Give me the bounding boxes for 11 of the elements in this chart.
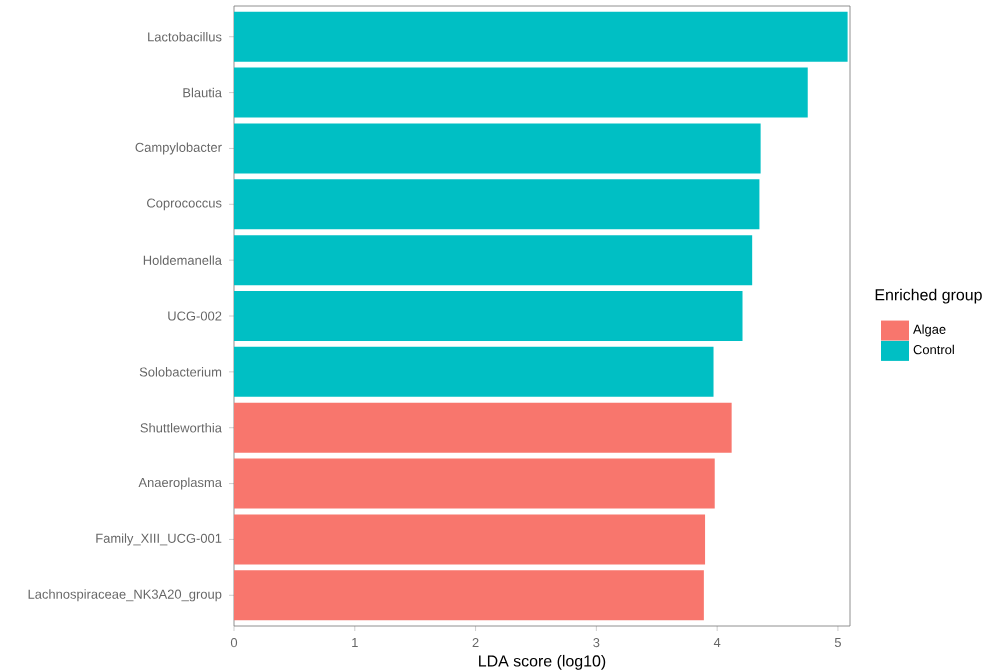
bar [234, 123, 761, 174]
bar [234, 179, 760, 230]
bar [234, 514, 706, 565]
bar [234, 570, 704, 621]
bar [234, 11, 848, 62]
bar [234, 402, 732, 453]
bar [234, 291, 743, 342]
bar [234, 235, 753, 286]
bar [234, 458, 715, 509]
bar [234, 67, 808, 118]
bar [234, 346, 714, 397]
